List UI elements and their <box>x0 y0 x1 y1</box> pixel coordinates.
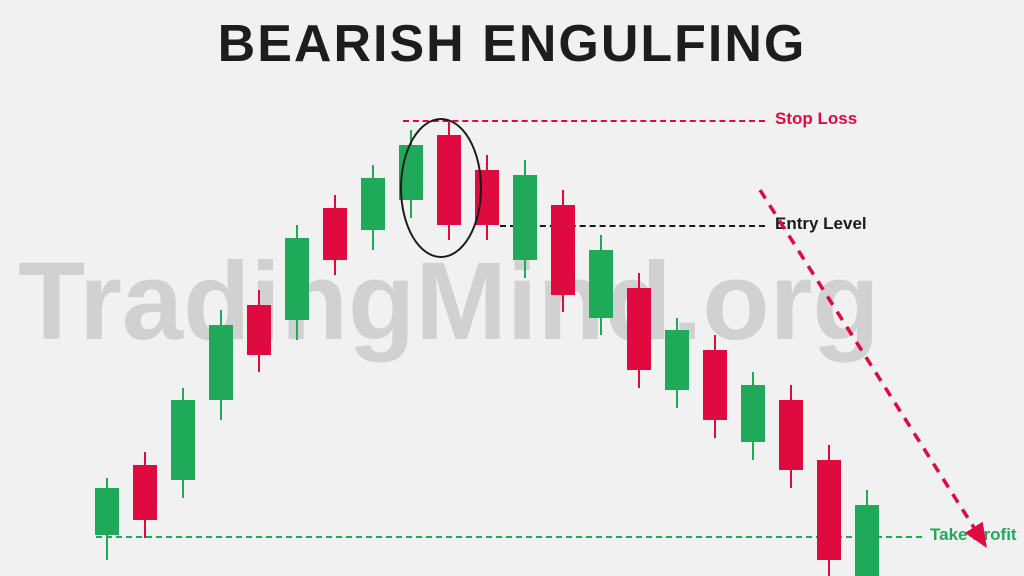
chart-canvas: TradingMind.org BEARISH ENGULFING Stop L… <box>0 0 1024 576</box>
downtrend-arrow <box>0 0 1024 576</box>
